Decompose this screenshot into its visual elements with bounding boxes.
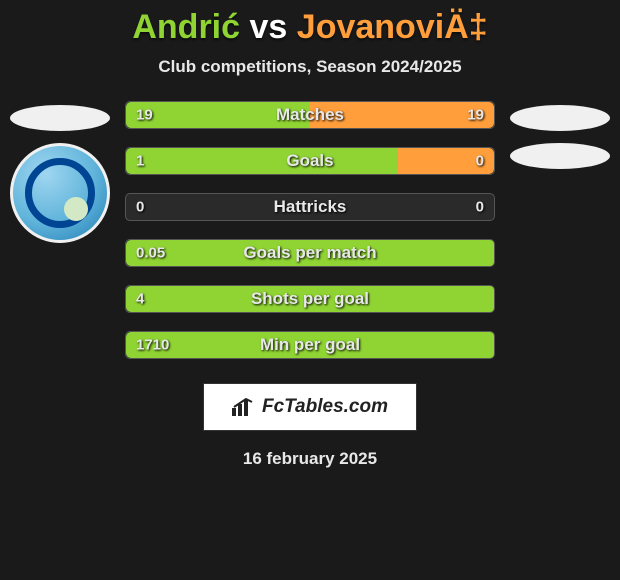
player2-club-placeholder xyxy=(510,143,610,169)
stat-label: Hattricks xyxy=(274,197,347,217)
content-row: Matches 19 19 Goals 1 0 Hattricks 0 0 Goals per m… xyxy=(0,101,620,359)
vs-text: vs xyxy=(250,8,288,46)
bar-fill-left xyxy=(126,148,398,174)
watermark: FcTables.com xyxy=(203,383,417,431)
stat-bar-shots-per-goal: Shots per goal 4 xyxy=(125,285,495,313)
subtitle: Club competitions, Season 2024/2025 xyxy=(158,57,461,77)
stat-bar-goals-per-match: Goals per match 0.05 xyxy=(125,239,495,267)
stat-value-right: 19 xyxy=(467,107,484,124)
stat-label: Matches xyxy=(276,105,344,125)
player2-photo-placeholder xyxy=(510,105,610,131)
player1-name: Andrić xyxy=(132,8,240,46)
player1-club-crest xyxy=(10,143,110,243)
stat-value-left: 4 xyxy=(136,291,144,308)
date-label: 16 february 2025 xyxy=(243,449,377,469)
stat-bar-goals: Goals 1 0 xyxy=(125,147,495,175)
stat-value-right: 0 xyxy=(476,153,484,170)
comparison-title: Andrić vs JovanoviÄ‡ xyxy=(132,8,487,47)
stat-bar-hattricks: Hattricks 0 0 xyxy=(125,193,495,221)
stat-label: Goals xyxy=(286,151,333,171)
stat-bar-min-per-goal: Min per goal 1710 xyxy=(125,331,495,359)
stat-label: Shots per goal xyxy=(251,289,369,309)
stat-value-right: 0 xyxy=(476,199,484,216)
stat-value-left: 0 xyxy=(136,199,144,216)
stat-label: Min per goal xyxy=(260,335,360,355)
left-side-column xyxy=(10,101,110,243)
player2-name: JovanoviÄ‡ xyxy=(297,8,488,46)
stat-value-left: 19 xyxy=(136,107,153,124)
watermark-chart-icon xyxy=(232,398,254,416)
stat-bars: Matches 19 19 Goals 1 0 Hattricks 0 0 Goals per m… xyxy=(125,101,495,359)
stat-value-left: 1 xyxy=(136,153,144,170)
stat-label: Goals per match xyxy=(243,243,376,263)
stat-bar-matches: Matches 19 19 xyxy=(125,101,495,129)
watermark-text: FcTables.com xyxy=(262,396,388,418)
player1-photo-placeholder xyxy=(10,105,110,131)
stat-value-left: 0.05 xyxy=(136,245,165,262)
right-side-column xyxy=(510,101,610,169)
stat-value-left: 1710 xyxy=(136,337,169,354)
